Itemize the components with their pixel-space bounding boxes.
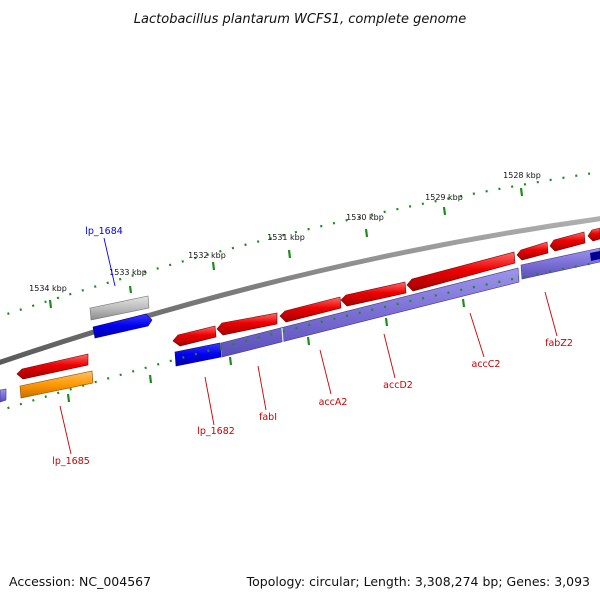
- cds-lp_1685-orange: [19, 370, 94, 399]
- cds-fwd-7: [549, 231, 586, 252]
- scale-inner-ticks: [66, 298, 466, 403]
- leader-lp_1684: [103, 237, 116, 287]
- gene-label-accC2[interactable]: accC2: [472, 359, 501, 370]
- map-title: Lactobacillus plantarum WCFS1, complete …: [134, 12, 466, 27]
- leader-accC2: [469, 312, 485, 358]
- leader-accA2: [319, 349, 332, 395]
- leader-lp_1682: [204, 376, 215, 426]
- gene-label-accA2[interactable]: accA2: [319, 397, 348, 408]
- gene-track-dark-end: [590, 251, 600, 261]
- tick-label-1534: 1534 kbp: [29, 284, 67, 293]
- gene-track-band-2: [520, 247, 600, 280]
- scale-major-ticks: [48, 187, 524, 309]
- gene-track-left-stub: [0, 388, 7, 403]
- tick-label-1530: 1530 kbp: [346, 213, 384, 222]
- cds-fabZ2-forward: [516, 241, 549, 261]
- scale-track-outer: [0, 170, 600, 318]
- topology-text: Topology: circular; Length: 3,308,274 bp…: [246, 574, 590, 589]
- cds-lp_1684-gray: [89, 295, 150, 321]
- tick-label-1528: 1528 kbp: [503, 171, 541, 180]
- gene-track-band: [220, 267, 520, 358]
- gene-label-fabZ2[interactable]: fabZ2: [545, 338, 573, 349]
- leader-lp_1685: [59, 405, 72, 455]
- cds-fabI-forward: [216, 312, 278, 336]
- cds-lp_1685-forward: [16, 353, 89, 380]
- leader-fabZ2: [544, 291, 558, 337]
- cds-fwd-8: [587, 227, 600, 242]
- cds-lp_1682-blue: [174, 342, 222, 367]
- gene-label-accD2[interactable]: accD2: [383, 380, 413, 391]
- gene-label-leaders: [59, 237, 558, 455]
- tick-label-1532: 1532 kbp: [188, 251, 226, 260]
- gene-label-fabI[interactable]: fabI: [259, 412, 277, 423]
- gene-track: [0, 247, 600, 403]
- tick-label-1529: 1529 kbp: [425, 193, 463, 202]
- tick-label-1531: 1531 kbp: [267, 233, 305, 242]
- cds-accA2-forward: [279, 296, 342, 323]
- cds-lp_1684-blue: [92, 313, 153, 339]
- gene-label-lp_1682[interactable]: lp_1682: [197, 426, 235, 437]
- leader-accD2: [383, 333, 396, 379]
- gene-label-lp_1685[interactable]: lp_1685: [52, 456, 90, 467]
- gene-label-lp_1684[interactable]: lp_1684: [85, 226, 123, 237]
- leader-fabI: [257, 365, 267, 411]
- forward-cds-track: [16, 227, 600, 380]
- cds-lp_1682-forward: [172, 325, 217, 347]
- tick-label-1533: 1533 kbp: [109, 268, 147, 277]
- cds-accD2-forward: [340, 281, 407, 307]
- cds-accC2-forward: [406, 251, 516, 292]
- genome-backbone: [0, 216, 600, 365]
- accession-text: Accession: NC_004567: [9, 574, 151, 589]
